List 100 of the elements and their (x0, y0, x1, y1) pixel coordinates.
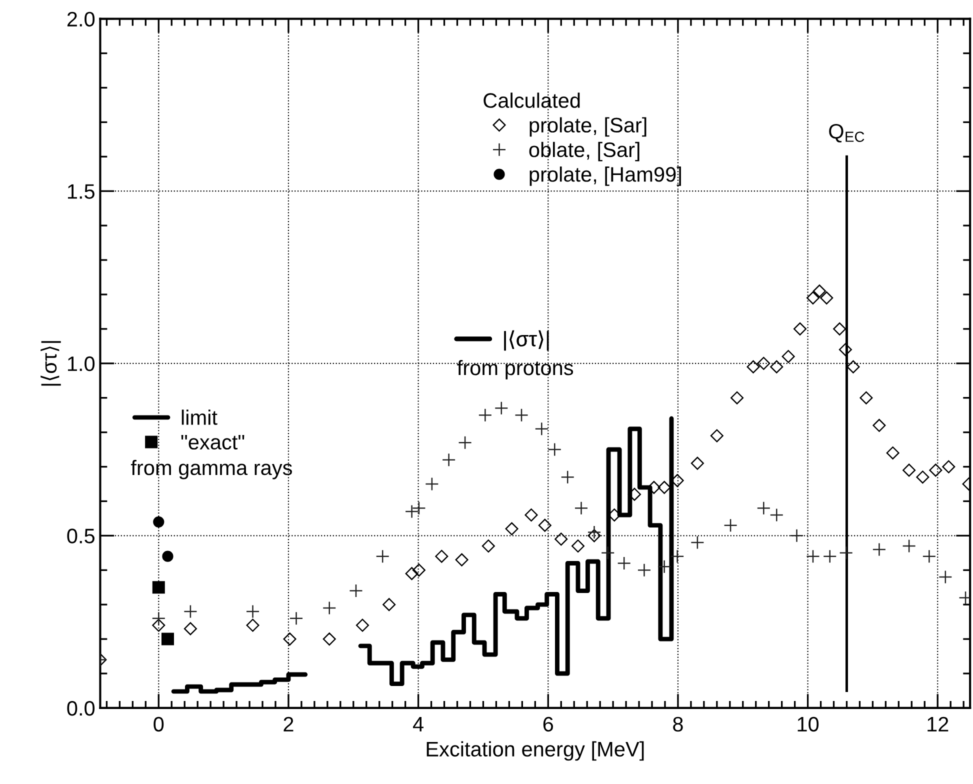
point (793, 322, 807, 336)
point (770, 508, 784, 522)
point (289, 611, 304, 626)
point (710, 429, 724, 442)
y-tick-label: 1.0 (68, 356, 95, 372)
point (833, 322, 846, 336)
x-axis-title: Excitation energy [MeV] (426, 741, 644, 761)
point (806, 291, 820, 304)
point (628, 488, 641, 501)
x-tick-label: 10 (798, 716, 819, 732)
point (916, 470, 930, 484)
point (588, 529, 601, 542)
point (152, 581, 165, 594)
point (637, 563, 652, 577)
point (382, 598, 396, 612)
point (600, 546, 615, 560)
point (756, 501, 771, 515)
y-tick-label: 0.0 (67, 700, 95, 716)
y-tick-label: 0.5 (67, 528, 94, 544)
point (690, 456, 704, 470)
legend-label: |⟨στ⟩| (504, 330, 549, 351)
point (886, 446, 900, 460)
point (322, 601, 336, 615)
point (812, 284, 826, 298)
point (153, 516, 164, 528)
legend-label: prolate, [Sar] (530, 117, 646, 137)
x-tick-label: 0 (154, 716, 164, 732)
point (184, 604, 198, 618)
point (184, 622, 197, 636)
point (514, 408, 528, 422)
point (538, 518, 552, 532)
point (349, 584, 363, 598)
point (806, 549, 820, 564)
point (442, 452, 456, 467)
point (872, 542, 886, 556)
point (482, 539, 495, 553)
point (658, 480, 671, 494)
point (478, 408, 492, 422)
point (822, 549, 837, 564)
point (860, 391, 873, 404)
point (322, 632, 336, 646)
y-axis-title: |⟨στ⟩| (40, 341, 61, 386)
legend-label: oblate, [Sar] (529, 142, 640, 162)
point (670, 549, 684, 564)
y-tick-label: 1.5 (68, 184, 94, 199)
point (790, 528, 804, 543)
point (872, 418, 886, 432)
point (376, 549, 390, 564)
x-tick-label: 6 (543, 716, 554, 732)
ref-line-label: Q$_{EC}$ (829, 124, 864, 142)
point (757, 356, 770, 370)
point (902, 464, 916, 477)
point (657, 560, 672, 574)
point (152, 618, 166, 632)
point (902, 539, 916, 553)
point (412, 564, 426, 577)
point (587, 525, 602, 540)
point (425, 477, 439, 491)
point (246, 618, 260, 632)
x-tick-label: 8 (673, 716, 683, 732)
point (554, 532, 568, 546)
annotation: from protons (457, 360, 574, 380)
point (458, 436, 472, 450)
point (839, 546, 853, 560)
point (838, 343, 852, 356)
point (820, 291, 834, 304)
point (405, 567, 418, 580)
point (730, 391, 744, 404)
point (938, 570, 952, 584)
point (494, 401, 508, 416)
point (548, 442, 562, 456)
point (161, 632, 174, 646)
point (152, 611, 166, 626)
x-tick-label: 2 (284, 716, 294, 732)
point (162, 550, 174, 562)
point (574, 501, 588, 515)
point (942, 460, 956, 474)
legend-label: "exact" (181, 435, 244, 450)
point (647, 480, 660, 494)
legend-label: limit (182, 410, 218, 425)
point (283, 632, 296, 646)
point (922, 549, 936, 564)
legend-label: prolate, [Ham99] (530, 166, 681, 186)
point (690, 536, 704, 550)
y-tick-label: 2.0 (67, 12, 95, 27)
point (524, 508, 538, 522)
point (560, 470, 574, 484)
point (534, 422, 549, 436)
point (435, 550, 448, 563)
point (929, 464, 942, 477)
x-tick-label: 4 (412, 717, 424, 732)
point (770, 360, 784, 374)
x-tick-label: 12 (928, 716, 948, 732)
point (724, 518, 738, 532)
point (571, 539, 585, 553)
point (356, 618, 369, 632)
point (746, 360, 760, 374)
point (782, 350, 795, 364)
point (846, 360, 860, 374)
annotation: from gamma rays (130, 460, 292, 480)
